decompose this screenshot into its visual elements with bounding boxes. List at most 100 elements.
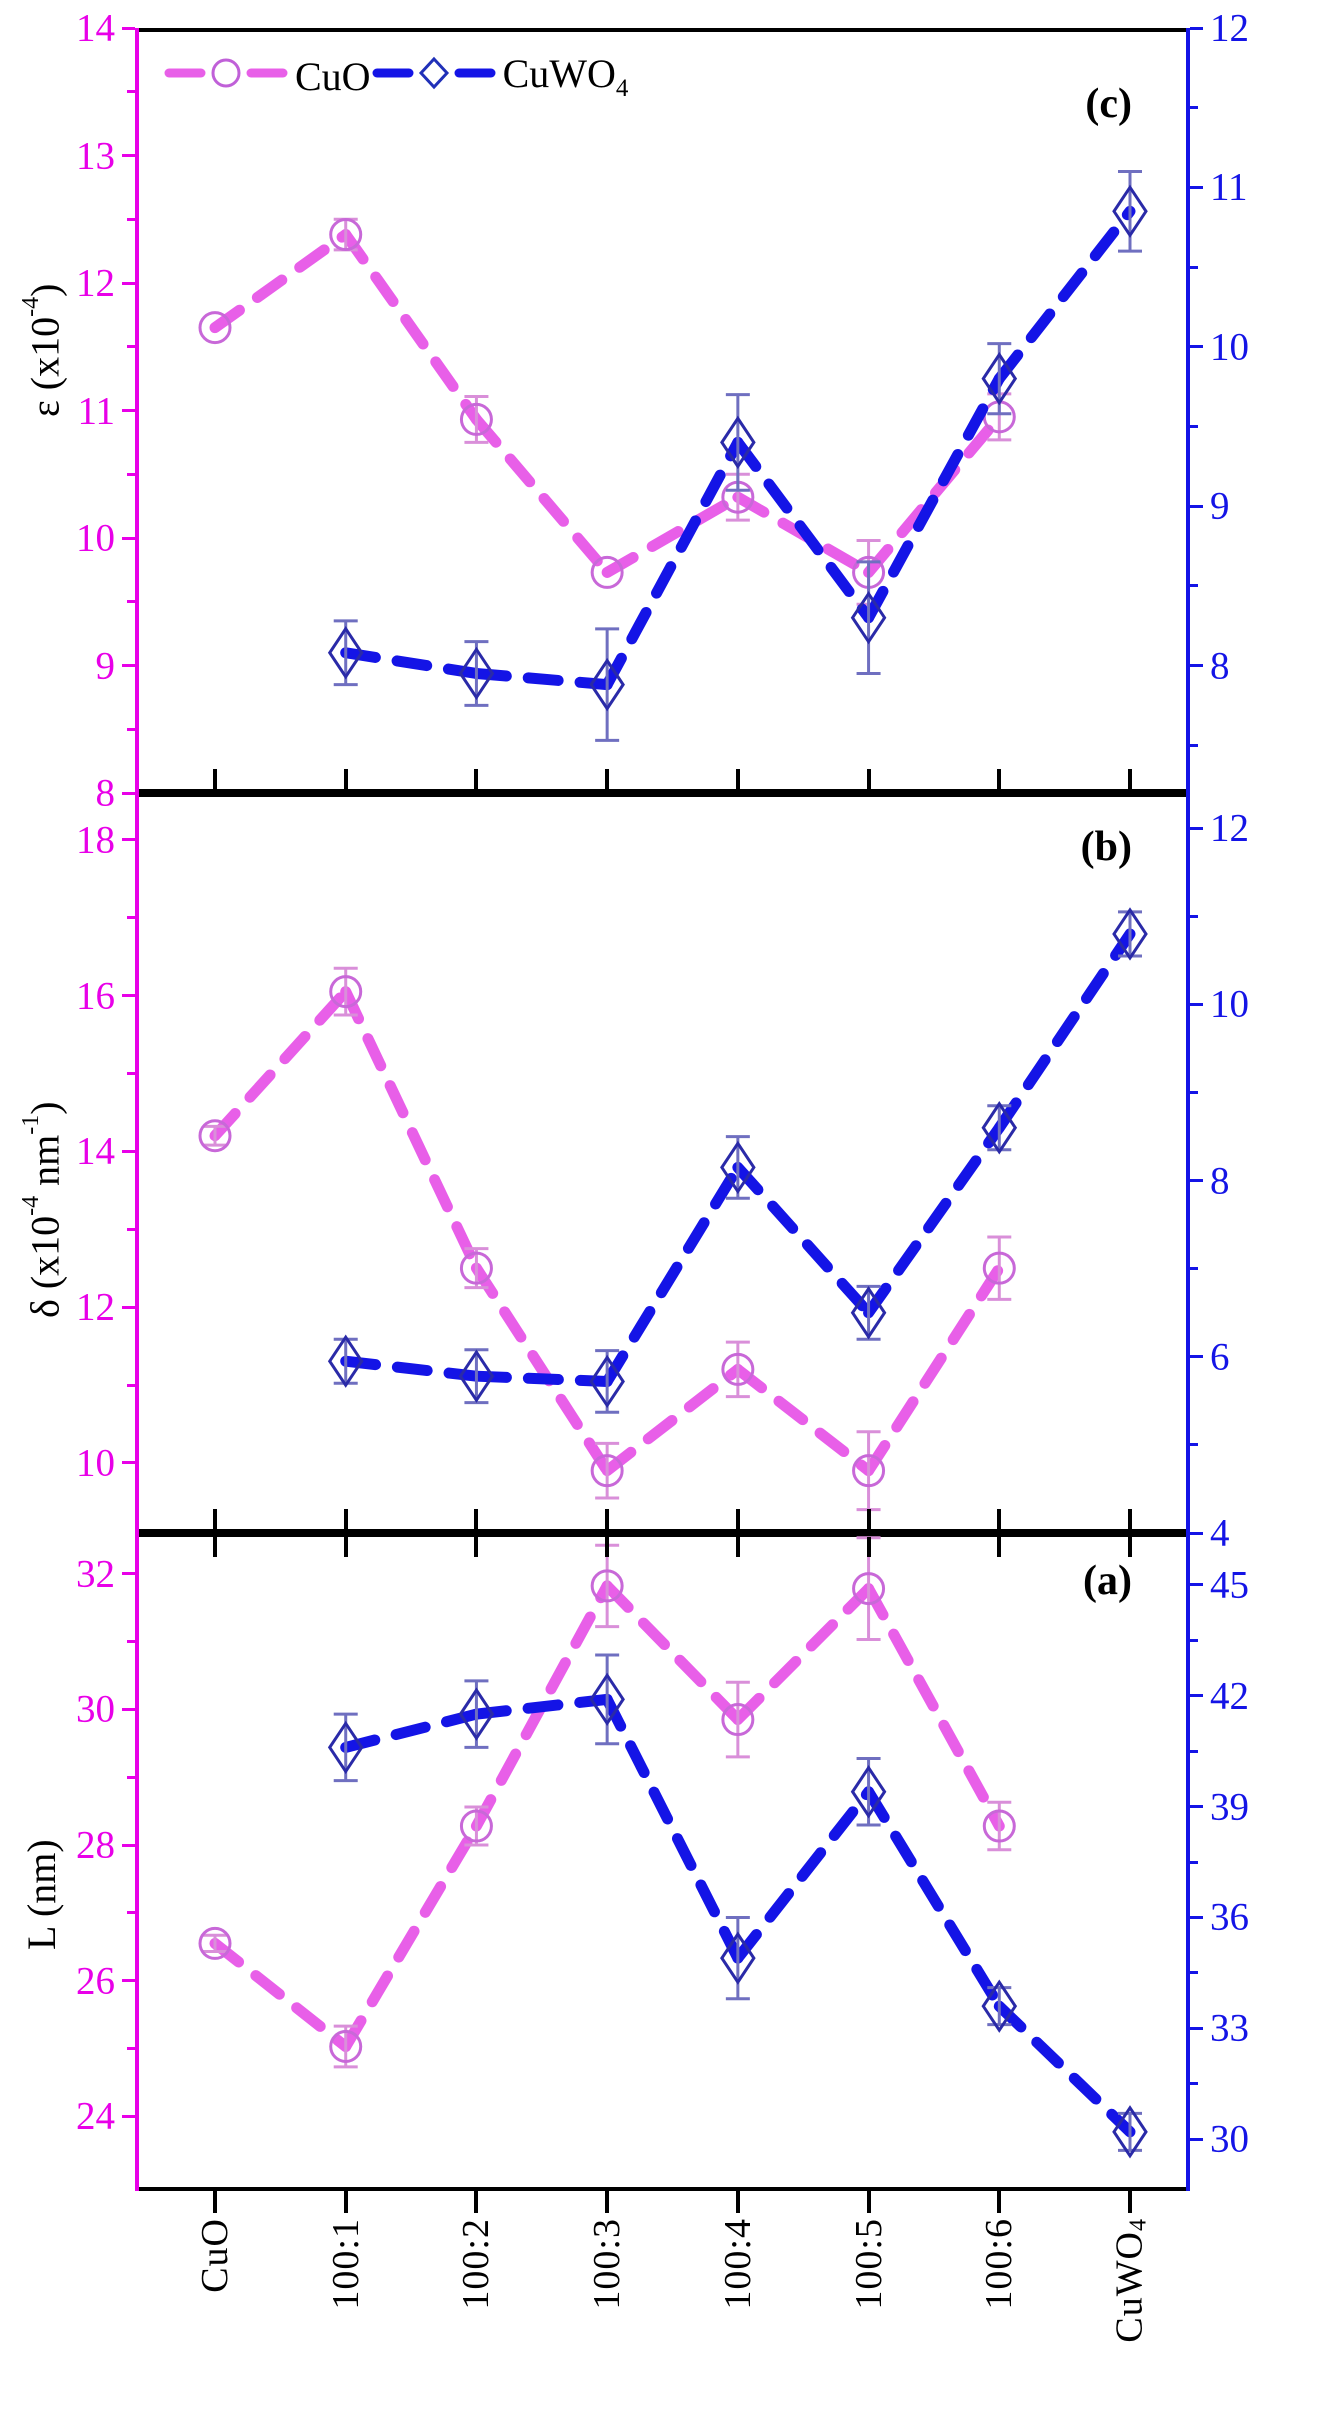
panel-a-tag: (a): [1083, 1558, 1132, 1604]
data-point-diamond: [981, 1101, 1018, 1155]
x-tick-interior: [213, 1537, 217, 1557]
data-point-circle: [721, 1352, 755, 1386]
panel-b-y-axis-title: δ (x10-4 nm-1): [18, 960, 68, 1460]
data-point-diamond: [458, 1349, 495, 1403]
series-line-cuwo4: [601, 1693, 744, 1964]
series-line-cuo: [209, 229, 352, 334]
data-point-circle: [198, 311, 232, 345]
y-tick-minor-right: [1190, 424, 1198, 428]
y-tick-major-right: [1190, 504, 1203, 508]
x-tick-interior: [474, 769, 479, 789]
series-line-cuwo4: [993, 2000, 1136, 2138]
error-bar: [1118, 169, 1142, 253]
data-point-circle: [198, 1119, 232, 1153]
x-tick-interior: [605, 1537, 610, 1557]
y-tick-label-left: 12: [76, 1285, 115, 1329]
y-tick-minor-left: [127, 472, 135, 476]
panel-c-frame: [135, 28, 1190, 793]
y-tick-major-left: [122, 664, 135, 667]
data-point-diamond: [1112, 184, 1148, 238]
series-line-cuwo4: [470, 667, 613, 691]
y-tick-major-left: [122, 281, 135, 285]
y-tick-major-right: [1190, 1179, 1203, 1183]
error-bar: [856, 560, 881, 675]
data-point-circle: [329, 218, 363, 252]
panel-a-left-axis: [135, 1533, 139, 2191]
y-tick-major-right: [1190, 664, 1203, 667]
panel-b-tag: (b): [1080, 824, 1132, 870]
panel-b-left-axis: [135, 793, 139, 1533]
data-point-diamond: [1112, 907, 1148, 961]
y-tick-minor-left: [127, 1775, 135, 1779]
series-line-cuo: [863, 1583, 1005, 1832]
x-tick-interior: [1128, 1537, 1132, 1557]
y-tick-major-right: [1190, 2026, 1203, 2030]
legend-label-cuwo4: CuWO4: [503, 50, 629, 103]
y-tick-label-left: 12: [76, 261, 115, 305]
y-tick-minor-right: [1190, 1971, 1198, 1975]
legend-label-cuwo4-base: CuWO: [502, 51, 616, 96]
x-tick: [213, 2191, 217, 2213]
y-tick-minor-right: [1190, 584, 1198, 588]
y-tick-label-right: 8: [1210, 1159, 1230, 1203]
series-line-cuwo4: [601, 1161, 744, 1387]
x-tick-label: 100:5: [847, 2218, 890, 2310]
y-tick-label-left: 18: [76, 818, 115, 862]
x-tick-interior: [343, 1537, 348, 1557]
y-tick-minor-right: [1190, 743, 1198, 747]
legend-cuo-line: [164, 53, 288, 100]
data-point-circle: [198, 1926, 232, 1960]
data-point-circle: [982, 1251, 1016, 1285]
panel-c-plot: [198, 169, 1148, 742]
y-tick-minor-left: [127, 1383, 135, 1387]
series-line-cuwo4: [993, 205, 1136, 385]
error-bar: [987, 1800, 1012, 1852]
error-bar: [595, 1349, 620, 1414]
error-bar: [725, 1680, 750, 1759]
y-tick-major-left: [122, 1572, 135, 1576]
series-line-cuo: [732, 1363, 875, 1477]
y-tick-major-right: [1190, 826, 1203, 830]
y-tick-minor-right: [1190, 1443, 1198, 1447]
error-bar: [1118, 2111, 1142, 2152]
series-line-cuo: [601, 1363, 744, 1477]
data-point-diamond: [589, 1354, 625, 1409]
x-tick-interior: [735, 769, 740, 789]
x-tick-label: CuO: [194, 2218, 236, 2293]
panel-c-left-axis: [135, 28, 139, 793]
x-tick: [997, 2191, 1002, 2213]
series-line-cuo: [340, 229, 482, 425]
y-tick-minor-left: [127, 90, 135, 94]
y-tick-label-right: 9: [1210, 484, 1230, 528]
y-tick-major-right: [1190, 1002, 1203, 1006]
panel-b-y-title-mid: nm: [22, 1135, 68, 1197]
y-tick-major-left: [122, 791, 135, 795]
x-tick-interior: [997, 1509, 1002, 1529]
legend-label-cuwo4-sub: 4: [615, 75, 629, 102]
data-point-diamond: [589, 1672, 625, 1727]
y-tick-minor-left: [127, 916, 135, 920]
y-tick-minor-left: [127, 1071, 135, 1075]
y-tick-label-left: 8: [95, 771, 116, 815]
series-line-cuo: [209, 986, 352, 1142]
y-tick-major-left: [122, 994, 135, 998]
y-tick-label-left: 16: [76, 974, 115, 1018]
error-bar: [595, 627, 620, 742]
y-tick-major-left: [122, 1843, 135, 1847]
y-tick-label-right: 36: [1210, 1895, 1249, 1939]
x-label-base: CuWO: [1108, 2231, 1151, 2343]
x-axis-ticks: [135, 2191, 1190, 2213]
x-tick-interior: [474, 1509, 479, 1529]
data-point-circle: [459, 1809, 493, 1843]
panel-b-y-title-sup2: -1: [18, 1115, 44, 1136]
y-tick-label-left: 9: [95, 644, 116, 687]
series-line-cuwo4: [470, 1693, 613, 1720]
y-tick-minor-left: [127, 2047, 135, 2051]
error-bar: [725, 1135, 750, 1200]
y-tick-label-right: 12: [1210, 806, 1249, 850]
y-tick-minor-right: [1190, 265, 1198, 269]
series-line-cuwo4: [863, 373, 1005, 624]
x-tick-label: 100:3: [586, 2218, 629, 2310]
series-line-cuwo4: [340, 647, 482, 679]
x-tick-interior: [474, 1537, 479, 1557]
